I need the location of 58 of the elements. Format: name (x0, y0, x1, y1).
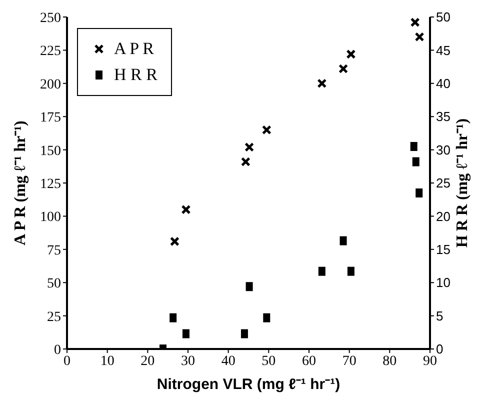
point (182, 329, 190, 338)
point (338, 64, 348, 74)
legend-label: H R R (114, 65, 158, 85)
y2-tick-label: 5 (436, 308, 444, 324)
x-tick-label: 30 (181, 354, 195, 369)
y-axis-title: A P R (mg ℓ⁻¹ hr⁻¹) (12, 120, 29, 246)
point (240, 157, 250, 166)
point (340, 236, 347, 246)
y2-tick-label: 30 (436, 142, 450, 158)
y-tick-label: 0 (54, 342, 61, 358)
y-tick-label: 75 (47, 243, 61, 258)
y-tick-label: 150 (40, 144, 61, 159)
y2-tick-label: 40 (436, 76, 450, 92)
y-tick-label: 225 (40, 44, 61, 60)
point (244, 142, 254, 152)
legend-label: A P R (114, 39, 154, 59)
point (412, 157, 420, 166)
y2-tick-label: 25 (436, 176, 450, 191)
y-tick-label: 125 (40, 176, 61, 192)
x-tick-label: 80 (382, 354, 397, 369)
y2-tick-label: 0 (436, 342, 444, 357)
y2-tick-label: 35 (436, 109, 450, 124)
point (410, 142, 418, 151)
point (181, 204, 191, 214)
x-tick-label: 50 (262, 354, 276, 369)
x-tick-label: 20 (140, 354, 155, 369)
point (347, 266, 354, 276)
point (414, 32, 424, 42)
y-tick-label: 50 (47, 276, 61, 292)
point (263, 313, 270, 322)
y2-axis-title: H R R (mg ℓ⁻¹ hr⁻¹) (454, 118, 471, 248)
y2-tick-label: 45 (436, 42, 450, 58)
y2-tick-label: 10 (436, 275, 450, 290)
point (262, 125, 272, 135)
point (170, 313, 177, 322)
x-tick-label: 40 (221, 354, 236, 369)
y-tick-label: 100 (40, 210, 61, 226)
x-tick-label: 60 (302, 354, 316, 369)
y2-tick-label: 20 (436, 208, 450, 224)
point (246, 282, 253, 292)
point (317, 78, 327, 88)
point (240, 329, 248, 338)
x-tick-label: 90 (423, 354, 437, 369)
point (346, 49, 356, 59)
point (170, 236, 180, 246)
point (318, 266, 326, 276)
x-axis-title: Nitrogen VLR (mg ℓ⁻¹ hr⁻¹) (156, 376, 340, 393)
point (410, 18, 420, 28)
y2-tick-label: 15 (436, 242, 450, 258)
y2-tick-label: 50 (436, 10, 450, 25)
y-tick-label: 25 (47, 310, 61, 325)
y-tick-label: 175 (40, 110, 61, 126)
x-tick-label: 10 (100, 354, 114, 369)
y-tick-label: 200 (40, 77, 61, 92)
y-tick-label: 250 (40, 10, 61, 26)
x-tick-label: 0 (64, 354, 70, 369)
x-tick-label: 70 (342, 354, 356, 369)
point (416, 188, 423, 198)
